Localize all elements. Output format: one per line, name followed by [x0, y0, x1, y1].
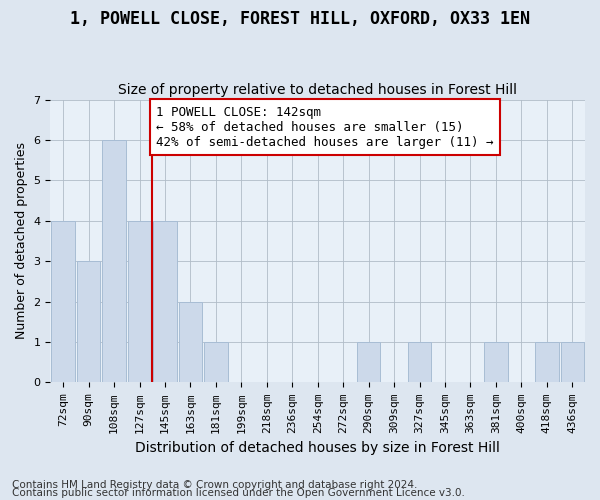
Y-axis label: Number of detached properties: Number of detached properties: [15, 142, 28, 340]
Bar: [128, 221, 151, 382]
Bar: [77, 261, 100, 382]
Bar: [153, 221, 176, 382]
Text: 1, POWELL CLOSE, FOREST HILL, OXFORD, OX33 1EN: 1, POWELL CLOSE, FOREST HILL, OXFORD, OX…: [70, 10, 530, 28]
Bar: [52, 221, 75, 382]
Bar: [560, 342, 584, 382]
Bar: [179, 302, 202, 382]
Bar: [535, 342, 559, 382]
Title: Size of property relative to detached houses in Forest Hill: Size of property relative to detached ho…: [118, 83, 517, 97]
Bar: [103, 140, 126, 382]
Bar: [408, 342, 431, 382]
Text: Contains public sector information licensed under the Open Government Licence v3: Contains public sector information licen…: [12, 488, 465, 498]
Bar: [357, 342, 380, 382]
Bar: [204, 342, 227, 382]
Bar: [484, 342, 508, 382]
Text: Contains HM Land Registry data © Crown copyright and database right 2024.: Contains HM Land Registry data © Crown c…: [12, 480, 418, 490]
X-axis label: Distribution of detached houses by size in Forest Hill: Distribution of detached houses by size …: [135, 441, 500, 455]
Text: 1 POWELL CLOSE: 142sqm
← 58% of detached houses are smaller (15)
42% of semi-det: 1 POWELL CLOSE: 142sqm ← 58% of detached…: [156, 106, 494, 148]
